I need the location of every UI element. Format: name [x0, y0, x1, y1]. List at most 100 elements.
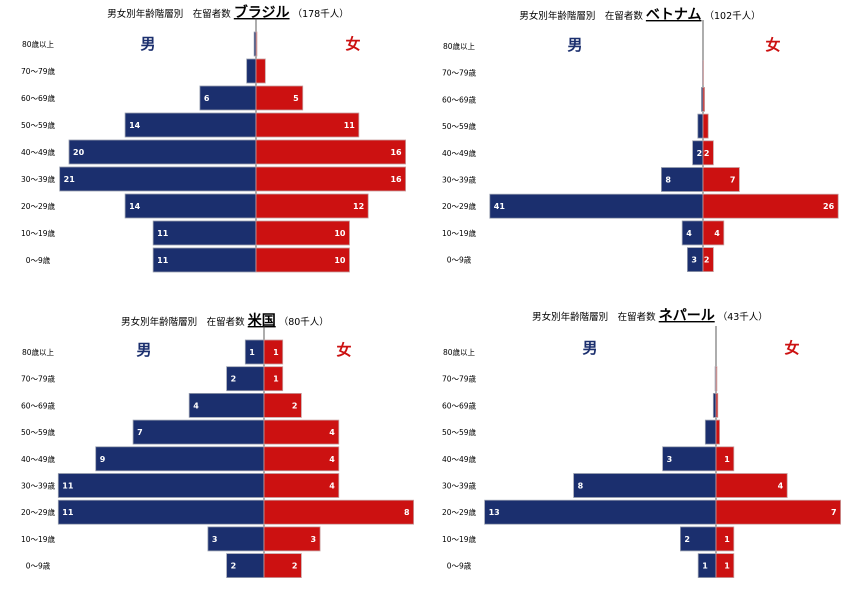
data-label-female: 2 — [704, 256, 710, 265]
bar-female — [263, 419, 340, 445]
pyramid-chart-4: 男女別年齢階層別 在留者数 ネパール （43千人） 男 女 80歳以上 70～79歳 60… — [442, 308, 841, 578]
legend-male: 男 — [567, 36, 582, 54]
age-category-label: 80歳以上 — [443, 347, 476, 357]
bar-male — [57, 473, 265, 498]
age-category-label: 20～29歳 — [442, 201, 477, 211]
data-label-male: 4 — [686, 229, 692, 238]
bar-female — [702, 113, 709, 139]
legend-male: 男 — [136, 341, 151, 359]
age-category-label: 30～39歳 — [442, 481, 477, 491]
bar-female — [702, 220, 725, 246]
age-category-label: 20～29歳 — [442, 507, 477, 517]
bar-female — [715, 446, 735, 472]
data-label-male: 6 — [204, 94, 210, 103]
pyramid-chart-2: 男女別年齢階層別 在留者数 ベトナム （102千人） 男 女 80歳以上 70～79歳 6… — [442, 7, 839, 273]
bar-female — [715, 473, 788, 498]
bar-male — [484, 499, 717, 525]
age-category-label: 40～49歳 — [442, 454, 477, 464]
age-category-label: 30～39歳 — [442, 175, 477, 185]
chart-title-total: （178千人） — [290, 8, 349, 20]
data-label-female: 1 — [724, 455, 730, 464]
data-label-female: 3 — [311, 535, 317, 544]
bar-male — [661, 167, 704, 192]
bar-female — [263, 553, 302, 578]
bar-female — [702, 193, 839, 219]
age-category-label: 60～69歳 — [21, 400, 56, 410]
bar-male — [152, 247, 257, 273]
data-label-male: 41 — [494, 202, 506, 211]
age-category-label: 40～49歳 — [442, 148, 477, 158]
chart-title-prefix: 男女別年齢階層別 在留者数 — [532, 311, 659, 323]
data-label-male: 11 — [157, 229, 169, 238]
data-label-female: 10 — [334, 229, 346, 238]
legend-female: 女 — [336, 341, 351, 359]
bar-male — [124, 112, 257, 138]
pyramid-chart-1: 男女別年齢階層別 在留者数 ブラジル （178千人） 男 女 80歳以上 70～79歳 6… — [21, 4, 407, 273]
data-label-female: 1 — [273, 375, 279, 384]
bar-male — [132, 419, 265, 445]
bar-female — [263, 499, 415, 525]
age-category-label: 10～19歳 — [442, 534, 477, 544]
legend-female: 女 — [345, 35, 360, 53]
data-label-male: 2 — [697, 149, 703, 158]
data-label-female: 11 — [344, 121, 356, 130]
age-category-label: 80歳以上 — [22, 347, 55, 357]
chart-title-country: ブラジル — [234, 4, 290, 21]
data-label-male: 7 — [137, 428, 143, 437]
data-label-female: 1 — [724, 562, 730, 571]
age-category-label: 0～9歳 — [447, 561, 472, 571]
data-label-female: 16 — [390, 148, 402, 157]
age-category-label: 50～59歳 — [21, 427, 56, 437]
age-category-label: 10～19歳 — [21, 228, 56, 238]
age-category-label: 70～79歳 — [21, 374, 56, 384]
bar-female — [255, 58, 266, 84]
data-label-male: 1 — [702, 562, 708, 571]
legend-male: 男 — [140, 35, 155, 53]
age-category-label: 30～39歳 — [21, 174, 56, 184]
bar-male — [226, 553, 265, 578]
data-label-male: 4 — [193, 401, 199, 410]
bar-female — [715, 419, 720, 445]
bar-female — [715, 366, 718, 392]
bar-male — [68, 139, 257, 165]
chart-title-total: （43千人） — [715, 311, 768, 323]
data-label-female: 26 — [823, 202, 835, 211]
chart-title-total: （80千人） — [276, 316, 329, 328]
age-category-label: 70～79歳 — [442, 68, 477, 78]
chart-title: 男女別年齢階層別 在留者数 ブラジル （178千人） — [107, 4, 348, 21]
bar-male — [59, 166, 257, 192]
age-category-label: 80歳以上 — [22, 39, 55, 49]
bar-female — [255, 139, 407, 165]
bar-female — [702, 167, 740, 192]
bar-male — [246, 58, 257, 84]
data-label-female: 7 — [730, 176, 736, 185]
age-category-label: 60～69歳 — [442, 94, 477, 104]
bar-male — [712, 392, 717, 418]
data-label-male: 21 — [64, 175, 76, 184]
age-category-label: 50～59歳 — [442, 121, 477, 131]
data-label-female: 7 — [831, 508, 837, 517]
data-label-male: 14 — [129, 202, 141, 211]
bar-female — [715, 499, 841, 525]
bar-female — [263, 446, 340, 472]
age-category-label: 0～9歳 — [447, 255, 472, 265]
bar-female — [255, 31, 258, 57]
legend-female: 女 — [784, 339, 799, 357]
bar-male — [573, 473, 717, 498]
data-label-male: 2 — [684, 535, 690, 544]
age-category-label: 20～29歳 — [21, 201, 56, 211]
bar-female — [702, 60, 704, 86]
data-label-male: 9 — [100, 455, 106, 464]
bar-male — [680, 526, 717, 552]
chart-title-prefix: 男女別年齢階層別 在留者数 — [121, 316, 248, 328]
data-label-female: 4 — [714, 229, 720, 238]
data-label-female: 2 — [292, 562, 298, 571]
age-category-label: 70～79歳 — [442, 374, 477, 384]
bar-male — [152, 220, 257, 246]
chart-title-total: （102千人） — [701, 10, 760, 22]
bar-female — [255, 193, 369, 219]
data-label-male: 3 — [212, 535, 218, 544]
data-label-female: 8 — [404, 508, 410, 517]
age-category-label: 0～9歳 — [26, 561, 51, 571]
